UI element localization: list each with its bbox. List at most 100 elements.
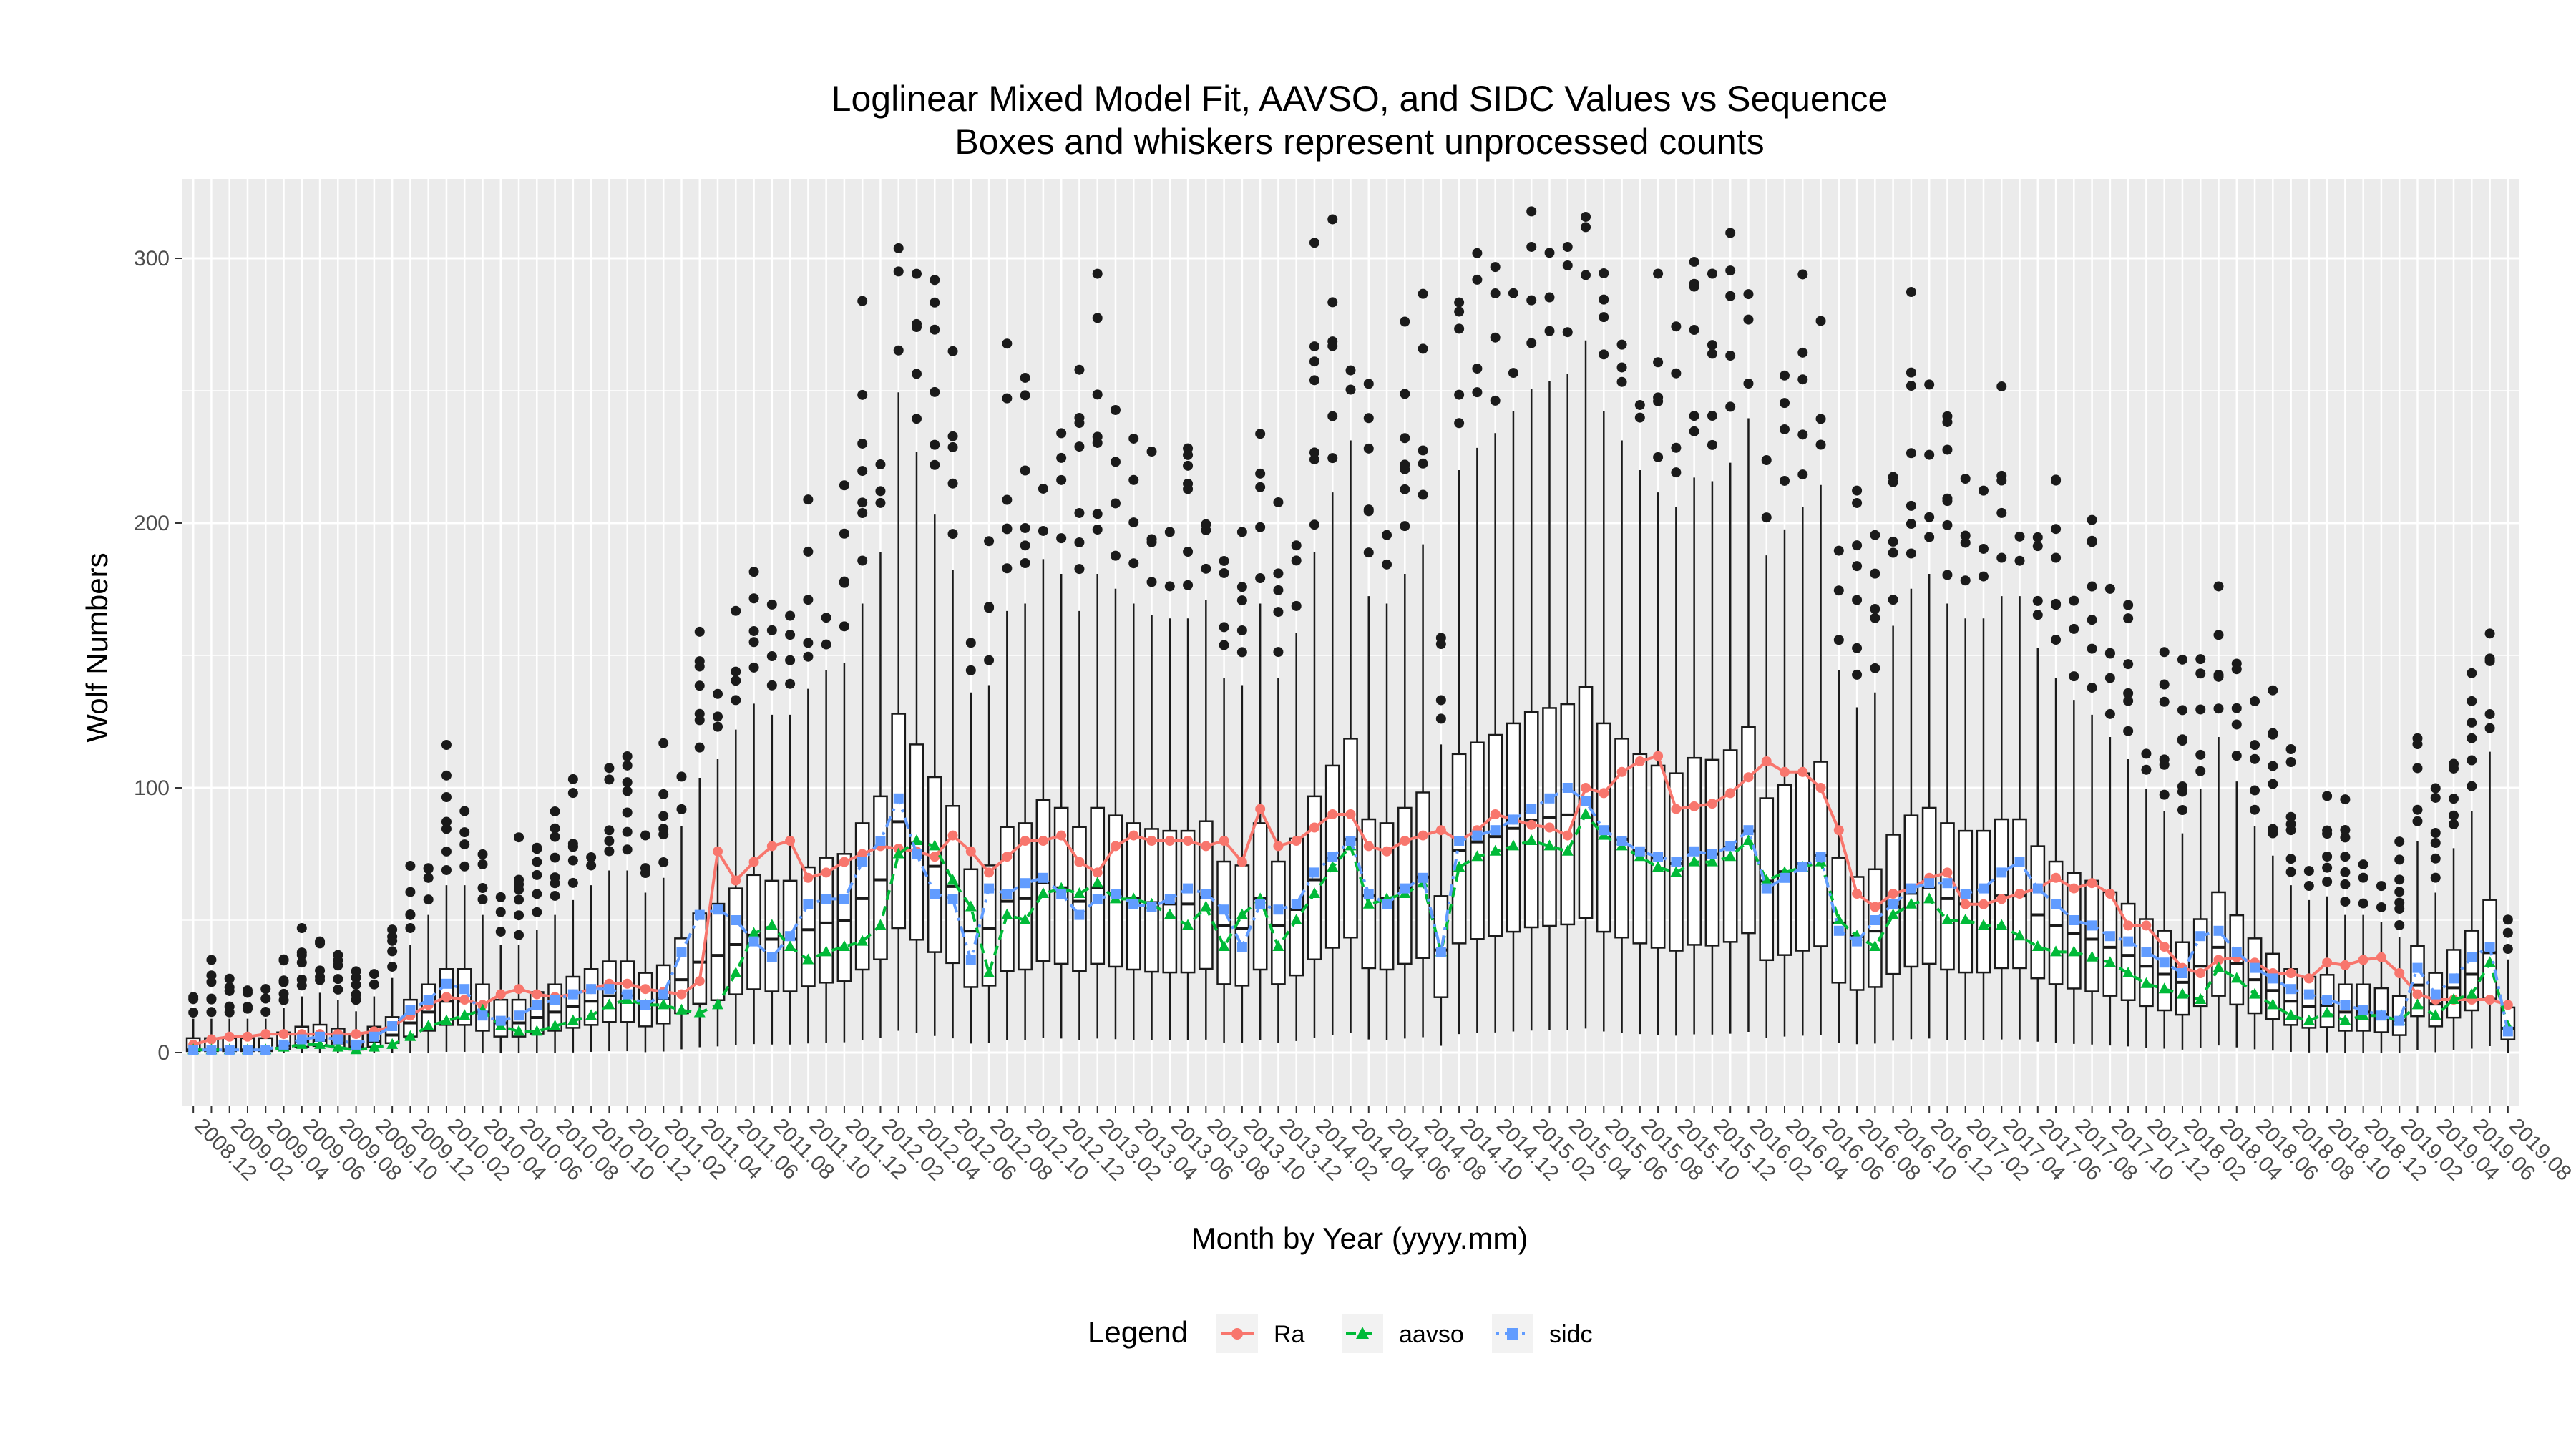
outlier-point [1472, 387, 1483, 398]
box [2446, 949, 2462, 1019]
outlier-point [694, 626, 705, 637]
outlier-point [405, 909, 416, 920]
point-Ra [1219, 836, 1229, 846]
point-Ra [1110, 841, 1121, 852]
point-sidc [803, 899, 814, 909]
outlier-point [2285, 854, 2296, 864]
outlier-point [1074, 418, 1085, 429]
point-aavso [1652, 861, 1664, 872]
point-aavso [1327, 861, 1339, 872]
outlier-point [1400, 484, 1410, 494]
outlier-point [2340, 897, 2351, 907]
outlier-point [1255, 482, 1266, 492]
point-aavso [2158, 982, 2170, 994]
outlier-point [1146, 534, 1157, 545]
point-aavso [857, 935, 869, 946]
outlier-point [1815, 316, 1826, 326]
point-aavso [1182, 919, 1194, 930]
outlier-point [1562, 260, 1573, 270]
outlier-point [2467, 755, 2477, 766]
outlier-point [1526, 241, 1537, 252]
outlier-point [1056, 533, 1067, 544]
outlier-point [1092, 525, 1103, 535]
outlier-point [1074, 441, 1085, 452]
point-aavso [2212, 961, 2225, 972]
outlier-point [731, 666, 741, 677]
outlier-point [2268, 779, 2278, 789]
point-Ra [930, 852, 940, 862]
outlier-point [2376, 881, 2386, 892]
outlier-point [206, 994, 217, 1005]
outlier-point [550, 890, 560, 901]
outlier-point [2231, 719, 2242, 730]
outlier-point [604, 774, 615, 785]
point-aavso [2068, 945, 2080, 957]
point-aavso [459, 1009, 471, 1020]
legend-key-marker [1356, 1327, 1369, 1339]
box [1994, 818, 2009, 970]
point-sidc [1924, 878, 1935, 889]
point-Ra [965, 846, 976, 857]
outlier-point [2195, 704, 2206, 715]
outlier-point [1870, 568, 1880, 579]
outlier-point [2213, 670, 2224, 680]
outlier-point [2177, 734, 2187, 745]
point-sidc [2467, 952, 2477, 962]
outlier-point [713, 688, 723, 699]
point-sidc [2449, 973, 2459, 984]
box [1868, 868, 1883, 988]
outlier-point [2358, 872, 2368, 883]
outlier-point [766, 625, 777, 635]
outlier-point [1002, 393, 1013, 404]
outlier-point [2123, 696, 2134, 706]
point-Ra [1056, 830, 1067, 841]
outlier-point [2268, 761, 2278, 771]
outlier-point [2051, 474, 2062, 485]
outlier-point [839, 621, 849, 632]
outlier-point [748, 567, 759, 577]
outlier-point [1833, 585, 1844, 596]
point-aavso [2086, 950, 2098, 962]
point-Ra [1183, 836, 1194, 846]
outlier-point [1400, 433, 1410, 444]
chart-subtitle: Boxes and whiskers represent unprocessed… [955, 122, 1764, 162]
point-sidc [405, 1005, 416, 1015]
outlier-point [514, 930, 525, 940]
outlier-point [2087, 643, 2097, 654]
point-aavso [2267, 998, 2279, 1010]
point-sidc [550, 995, 560, 1005]
y-tick-label: 300 [134, 247, 170, 270]
outlier-point [2177, 805, 2187, 816]
outlier-point [1273, 497, 1284, 507]
outlier-point [2394, 897, 2405, 908]
outlier-point [2412, 816, 2423, 826]
point-sidc [2285, 984, 2296, 995]
outlier-point [857, 508, 868, 519]
point-aavso [658, 998, 670, 1010]
outlier-point [911, 369, 922, 379]
outlier-point [1924, 379, 1935, 390]
point-Ra [2014, 889, 2025, 899]
outlier-point [1255, 573, 1266, 584]
outlier-point [1761, 512, 1772, 523]
outlier-point [369, 969, 379, 980]
box [1000, 826, 1015, 972]
outlier-point [748, 625, 759, 636]
outlier-point [532, 869, 542, 880]
outlier-point [441, 770, 452, 781]
point-sidc [2177, 968, 2187, 978]
outlier-point [1870, 613, 1880, 623]
outlier-point [441, 739, 452, 750]
point-aavso [1526, 834, 1538, 845]
outlier-point [532, 907, 542, 917]
outlier-point [2303, 866, 2314, 877]
box [1072, 826, 1087, 972]
outlier-point [1599, 268, 1609, 279]
outlier-point [1309, 238, 1319, 248]
point-aavso [585, 1009, 597, 1020]
outlier-point [532, 857, 542, 867]
outlier-point [2159, 759, 2170, 770]
point-Ra [1400, 836, 1410, 846]
outlier-point [2195, 654, 2206, 665]
outlier-point [1906, 287, 1916, 298]
